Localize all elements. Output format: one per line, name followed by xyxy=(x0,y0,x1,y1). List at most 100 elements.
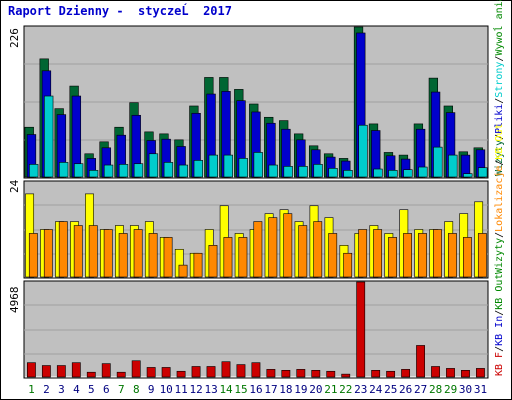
bar-kb-out xyxy=(223,237,233,278)
bar-pages xyxy=(283,166,293,178)
bar-kb-out xyxy=(28,233,38,278)
bar-pages xyxy=(88,170,99,178)
bar-kb-f xyxy=(371,370,381,378)
bar-kb-f xyxy=(386,370,396,378)
legend-sep: / xyxy=(494,134,505,140)
page-title: Raport Dzienny - styczeĹ 2017 xyxy=(8,4,232,18)
bar-pages xyxy=(478,167,488,178)
day-label: 8 xyxy=(133,383,140,396)
legend-files: Pliki xyxy=(494,104,505,134)
bar-kb-f xyxy=(176,370,186,378)
bar-kb-out xyxy=(208,245,218,278)
bar-kb-out xyxy=(388,237,397,278)
bar-pages xyxy=(29,164,39,178)
bar-pages xyxy=(328,168,338,178)
bar-kb-out xyxy=(133,229,143,278)
day-label: 20 xyxy=(309,383,322,396)
day-label: 25 xyxy=(384,383,397,396)
day-label: 29 xyxy=(444,383,457,396)
bar-kb-out xyxy=(477,233,487,278)
day-label: 3 xyxy=(58,383,65,396)
bar-kb-f xyxy=(161,367,171,378)
bar-kb-out xyxy=(358,229,368,278)
bar-kb-out xyxy=(433,229,442,278)
bar-kb-f xyxy=(236,364,246,378)
bar-pages xyxy=(343,170,353,178)
day-label: 22 xyxy=(339,383,352,396)
bar-kb-out xyxy=(238,237,248,278)
bar-kb-f xyxy=(26,362,36,378)
bar-kb-out xyxy=(448,233,457,278)
bar-kb-out xyxy=(343,252,353,278)
day-label: 18 xyxy=(279,383,292,396)
bar-pages xyxy=(59,162,69,178)
day-label: 24 xyxy=(369,383,383,396)
bar-kb-f xyxy=(116,371,126,378)
legend-kb-out: KB Out xyxy=(494,123,505,159)
day-label: 1 xyxy=(28,383,35,396)
day-label: 23 xyxy=(354,383,367,396)
bar-pages xyxy=(223,154,233,178)
bottom-ytick-label: 4968 xyxy=(8,287,21,314)
legend-sep: / xyxy=(494,56,505,62)
bar-kb-f xyxy=(41,365,51,378)
day-label: 14 xyxy=(219,383,233,396)
bar-kb-f xyxy=(266,369,276,378)
bar-kb-f xyxy=(446,368,455,378)
legend-pages: Strony xyxy=(494,62,505,98)
legend-sep: / xyxy=(494,160,505,166)
bar-kb-f xyxy=(311,370,321,378)
day-label: 21 xyxy=(324,383,337,396)
bar-kb-out xyxy=(403,233,412,278)
bar-kb-out xyxy=(163,237,173,278)
top-legend: Wizyty/Pliki/Strony/Wywoĺ ania xyxy=(492,0,505,176)
bar-kb-f xyxy=(281,370,291,378)
bar-pages xyxy=(418,166,428,178)
day-label: 7 xyxy=(118,383,125,396)
bar-kb-out xyxy=(43,229,53,278)
legend-kb-out: KB Out xyxy=(494,274,505,310)
bar-kb-out xyxy=(373,229,383,278)
bar-pages xyxy=(118,164,129,178)
bar-kb-f xyxy=(221,361,231,378)
day-label: 6 xyxy=(103,383,110,396)
day-label: 9 xyxy=(148,383,155,396)
legend-sep: / xyxy=(494,232,505,238)
bar-kb-f xyxy=(71,362,81,378)
day-label: 5 xyxy=(88,383,95,396)
bar-kb-out xyxy=(253,221,263,278)
bar-kb-f xyxy=(131,360,141,378)
day-label: 28 xyxy=(429,383,442,396)
bar-kb-out xyxy=(73,225,83,278)
legend-visits: Wizyty xyxy=(494,238,505,274)
bar-pages xyxy=(44,95,54,178)
day-label: 27 xyxy=(414,383,427,396)
bar-kb-f xyxy=(251,362,261,378)
bar-pages xyxy=(253,152,263,178)
bar-kb-f xyxy=(461,370,470,378)
bar-pages xyxy=(133,163,144,178)
legend-kb-f: KB F xyxy=(494,352,505,376)
day-label: 31 xyxy=(474,383,487,396)
bar-pages xyxy=(163,162,174,178)
bar-pages xyxy=(403,169,413,178)
bar-pages xyxy=(388,170,398,178)
legend-sites: Wywoĺ ania xyxy=(492,0,505,56)
day-label: 30 xyxy=(459,383,472,396)
day-label: 13 xyxy=(204,383,217,396)
bar-kb-out xyxy=(118,233,128,278)
bar-pages xyxy=(268,164,278,178)
bar-kb-f xyxy=(296,369,306,378)
bar-kb-out xyxy=(298,225,308,278)
bar-kb-f xyxy=(476,368,485,378)
legend-sep: / xyxy=(494,98,505,104)
bar-pages xyxy=(433,146,443,178)
bar-kb-f xyxy=(56,365,66,378)
bar-kb-f xyxy=(191,366,201,378)
bar-kb-out xyxy=(88,225,98,278)
bar-kb-out xyxy=(58,221,68,278)
bar-pages xyxy=(448,154,458,178)
bar-pages xyxy=(313,164,323,178)
bar-kb-f xyxy=(431,366,440,378)
bar-pages xyxy=(178,164,189,178)
